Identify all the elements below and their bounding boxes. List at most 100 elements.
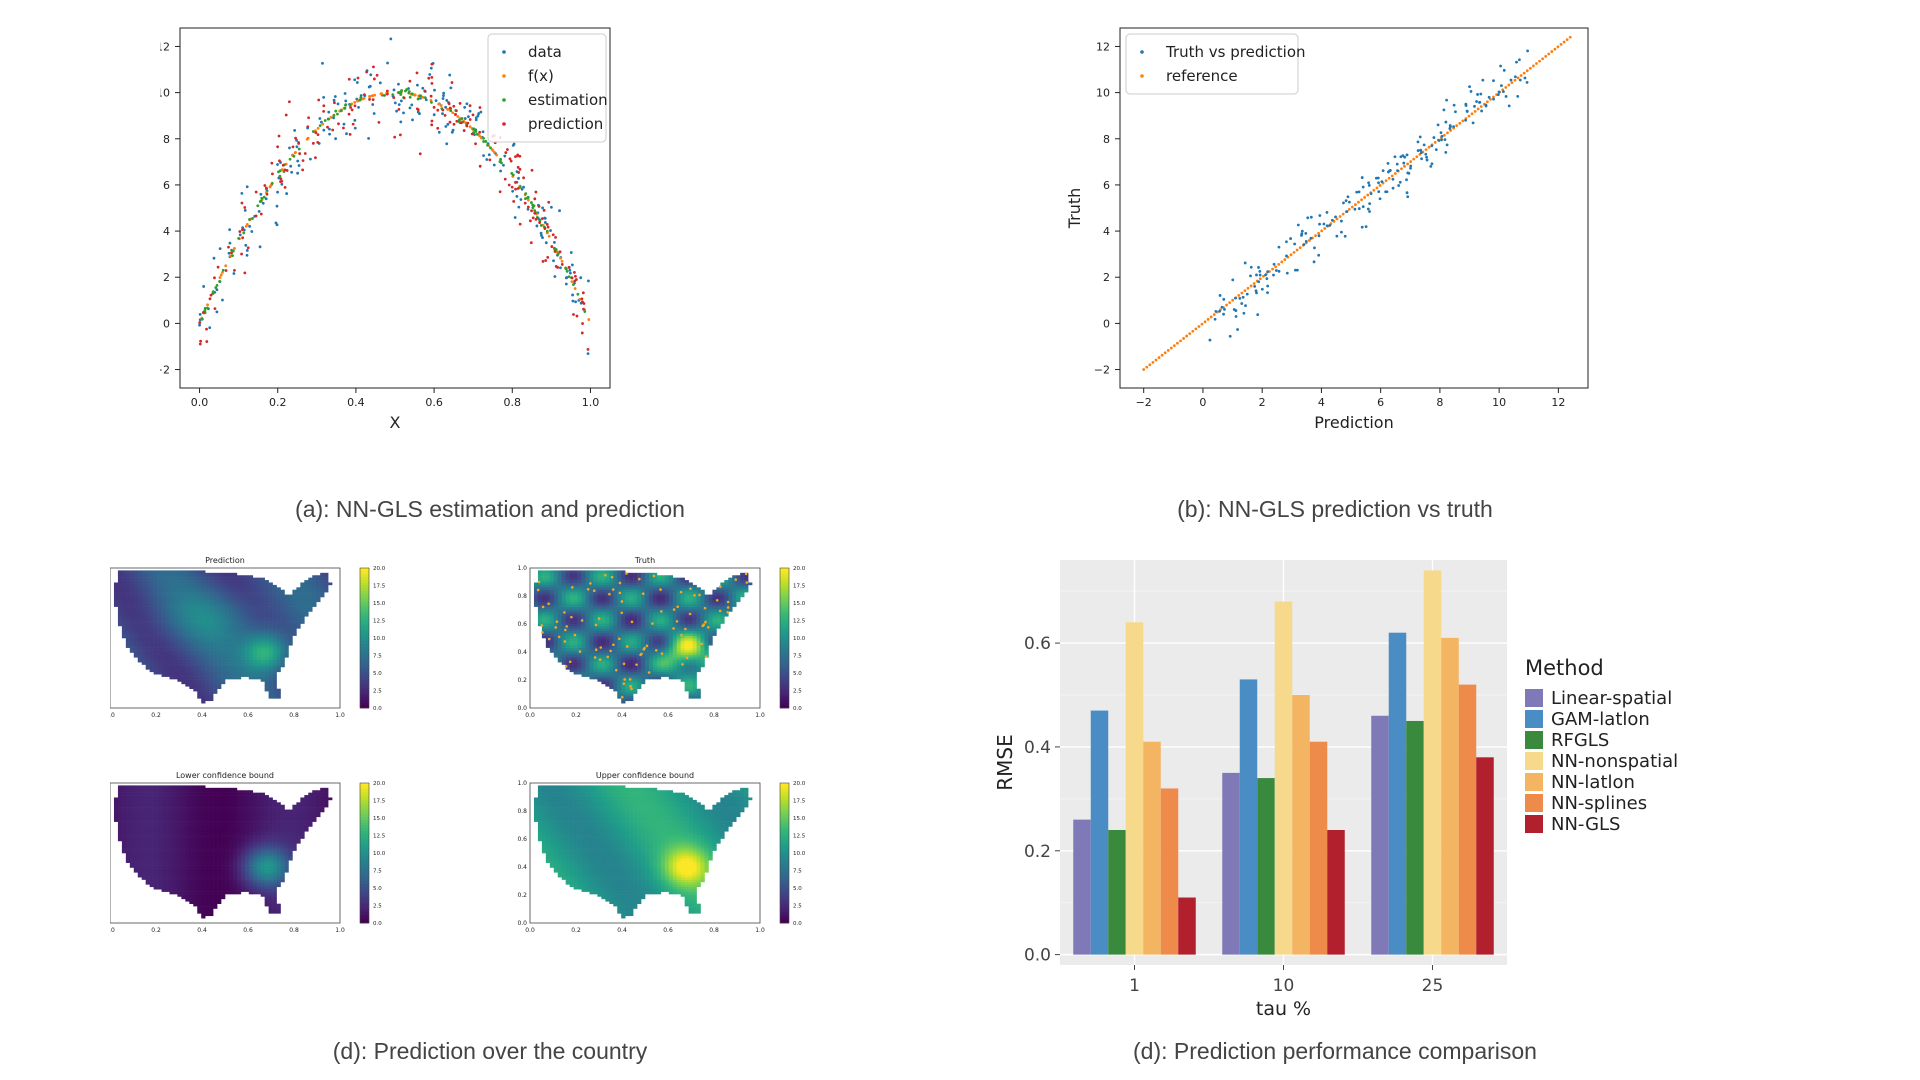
map-cell bbox=[700, 625, 705, 629]
map-cell bbox=[201, 575, 206, 578]
map-cell bbox=[533, 596, 539, 600]
x-axis-label: X bbox=[390, 413, 401, 432]
map-cell bbox=[648, 654, 654, 658]
map-cell bbox=[680, 638, 685, 641]
map-cell bbox=[221, 604, 226, 607]
map-cell bbox=[145, 589, 150, 593]
map-cell bbox=[625, 575, 630, 578]
truth-vs-prediction-point bbox=[1513, 75, 1517, 79]
map-cell bbox=[236, 609, 242, 612]
map-cell bbox=[252, 580, 258, 583]
data-point-fx bbox=[570, 280, 574, 284]
map-cell bbox=[597, 587, 602, 591]
map-cell bbox=[684, 630, 689, 634]
map-cell bbox=[652, 671, 658, 675]
truth-vs-prediction-point bbox=[1454, 110, 1457, 114]
map-cell bbox=[228, 645, 234, 648]
map-cell bbox=[577, 611, 582, 615]
map-cell bbox=[177, 625, 182, 629]
data-point-prediction bbox=[546, 225, 550, 229]
map-cell bbox=[664, 645, 670, 648]
map-cell bbox=[153, 640, 158, 644]
data-point-estimation bbox=[460, 117, 464, 120]
truth-vs-prediction-point bbox=[1407, 171, 1411, 175]
map-cell bbox=[260, 609, 265, 612]
map-cell bbox=[692, 681, 697, 685]
map-cell bbox=[256, 664, 261, 668]
map-cell bbox=[676, 638, 681, 641]
map-cell bbox=[300, 592, 305, 595]
map-cell bbox=[577, 664, 582, 668]
map-cell bbox=[704, 647, 709, 651]
map-cell bbox=[133, 621, 139, 624]
map-cell bbox=[645, 587, 650, 591]
map-cell bbox=[165, 666, 170, 670]
colorbar-segment bbox=[360, 691, 369, 695]
map-cell bbox=[589, 604, 594, 607]
map-cell bbox=[645, 650, 650, 653]
map-cell bbox=[589, 570, 594, 574]
map-cell bbox=[597, 666, 602, 670]
map-cell bbox=[637, 652, 642, 656]
map-cell bbox=[181, 645, 186, 648]
map-cell bbox=[645, 642, 650, 646]
reference-point bbox=[1357, 200, 1360, 204]
map-cell bbox=[113, 596, 119, 600]
map-cell bbox=[652, 628, 658, 632]
map-cell bbox=[145, 640, 150, 644]
map-cell bbox=[117, 580, 123, 583]
map-cell bbox=[213, 580, 218, 583]
map-cell bbox=[228, 611, 234, 615]
map-cell bbox=[213, 650, 218, 653]
map-cell bbox=[205, 630, 210, 634]
map-cell bbox=[656, 599, 662, 603]
map-cell bbox=[688, 613, 693, 617]
map-cell bbox=[601, 594, 606, 598]
map-cell bbox=[680, 630, 685, 634]
map-cell bbox=[680, 613, 685, 617]
map-cell bbox=[133, 577, 139, 581]
map-cell bbox=[609, 652, 614, 656]
data-point-prediction bbox=[201, 311, 205, 314]
map-cell bbox=[272, 676, 277, 680]
data-point-estimation bbox=[518, 185, 522, 189]
map-cell bbox=[585, 611, 590, 615]
map-cell bbox=[696, 630, 701, 634]
x-tick-label: 0.0 bbox=[191, 396, 209, 409]
map-cell bbox=[113, 587, 119, 591]
map-cell bbox=[676, 618, 681, 622]
map-cell bbox=[577, 628, 582, 632]
map-cell bbox=[537, 604, 543, 607]
reference-point bbox=[1172, 344, 1176, 348]
map-cell bbox=[181, 572, 186, 576]
map-cell bbox=[280, 623, 285, 627]
map-cell bbox=[565, 577, 570, 581]
map-cell bbox=[704, 638, 709, 641]
map-cell bbox=[648, 638, 654, 641]
map-cell bbox=[684, 686, 689, 689]
map-cell bbox=[605, 625, 610, 629]
map-cell bbox=[565, 666, 570, 670]
data-point-data bbox=[463, 105, 467, 109]
data-point-prediction bbox=[365, 70, 369, 74]
map-cell bbox=[272, 662, 277, 665]
map-cell bbox=[129, 618, 135, 622]
map-cell bbox=[260, 580, 265, 583]
map-cell bbox=[145, 654, 150, 658]
map-cell bbox=[573, 577, 578, 581]
map-cell bbox=[581, 572, 586, 576]
map-cell bbox=[692, 671, 697, 675]
map-cell bbox=[244, 606, 250, 610]
map-cell bbox=[193, 621, 198, 624]
reference-point bbox=[1182, 337, 1185, 340]
map-cell bbox=[232, 584, 238, 588]
map-cell bbox=[652, 582, 658, 586]
colorbar-segment bbox=[360, 643, 369, 647]
map-cell bbox=[664, 671, 670, 675]
map-cell bbox=[193, 647, 198, 651]
data-point-data bbox=[244, 243, 248, 247]
map-cell bbox=[597, 652, 602, 656]
map-cell bbox=[129, 575, 135, 578]
map-cell bbox=[141, 625, 146, 629]
data-point-estimation bbox=[530, 201, 533, 204]
